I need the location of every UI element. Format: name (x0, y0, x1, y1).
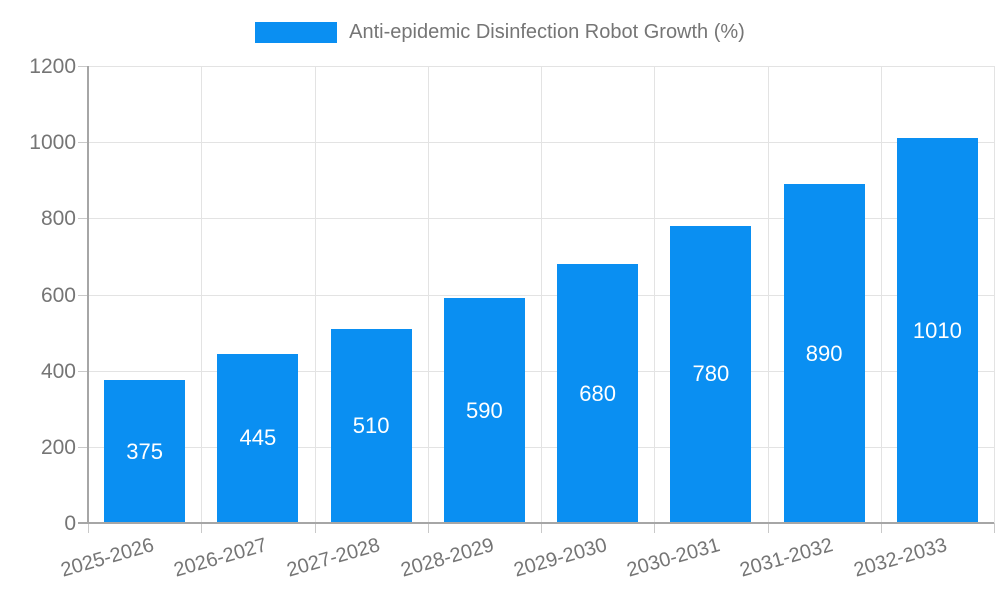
y-tick-mark (78, 446, 88, 448)
legend: Anti-epidemic Disinfection Robot Growth … (0, 22, 1000, 43)
bar[interactable]: 375 (104, 380, 186, 523)
bar-value-label: 510 (352, 412, 390, 438)
legend-swatch (255, 22, 338, 43)
x-axis-tick-label: 2031-2032 (737, 534, 836, 582)
legend-label: Anti-epidemic Disinfection Robot Growth … (349, 21, 745, 43)
x-axis-tick-label: 2027-2028 (284, 534, 383, 582)
bar[interactable]: 890 (783, 184, 865, 523)
x-axis-tick-label: 2025-2026 (58, 534, 157, 582)
v-gridline (541, 66, 542, 523)
v-gridline (201, 66, 203, 523)
bar-value-label: 1010 (912, 317, 962, 343)
x-tick-mark (88, 523, 89, 533)
bar[interactable]: 590 (443, 298, 525, 523)
plot-area: 375 445 510 590 680 780 890 1010 (78, 66, 995, 524)
bar-value-label: 445 (239, 425, 277, 451)
bar[interactable]: 680 (557, 264, 639, 523)
y-tick-mark (78, 370, 88, 372)
bar-value-label: 780 (692, 361, 730, 387)
x-axis-tick-label: 2026-2027 (171, 534, 270, 582)
x-axis-tick-label: 2030-2031 (624, 534, 723, 582)
y-axis-tick-label: 800 (40, 207, 76, 231)
v-gridline (427, 66, 429, 523)
y-axis-tick-label: 200 (40, 435, 76, 459)
x-tick-mark (767, 523, 769, 533)
x-tick-mark (654, 523, 656, 533)
y-axis-tick-label: 600 (40, 283, 76, 307)
bar[interactable]: 1010 (896, 138, 978, 523)
v-gridline (880, 66, 882, 523)
v-gridline (767, 66, 769, 523)
x-tick-mark (201, 523, 203, 533)
bar-value-label: 680 (579, 380, 616, 406)
bar[interactable]: 780 (670, 225, 752, 523)
y-axis-tick-label: 400 (40, 359, 76, 383)
v-gridline (654, 66, 656, 523)
x-tick-mark (994, 523, 995, 533)
y-axis-tick-label: 1200 (29, 55, 76, 78)
bar[interactable]: 445 (217, 353, 299, 523)
y-tick-mark (78, 142, 88, 144)
v-gridline (314, 66, 316, 523)
y-axis-tick-label: 1000 (29, 131, 76, 155)
y-axis-tick-label: 0 (64, 512, 76, 535)
x-tick-mark (541, 523, 542, 533)
bar[interactable]: 510 (330, 328, 412, 523)
bar-value-label: 590 (466, 397, 503, 423)
x-tick-mark (880, 523, 882, 533)
bar-value-label: 375 (126, 438, 163, 464)
v-gridline (994, 66, 995, 523)
x-axis-tick-label: 2028-2029 (398, 534, 497, 582)
bar-value-label: 890 (805, 340, 843, 366)
y-tick-mark (78, 294, 88, 296)
legend-item[interactable]: Anti-epidemic Disinfection Robot Growth … (255, 22, 745, 43)
x-axis-line (78, 522, 994, 524)
x-tick-mark (314, 523, 316, 533)
x-tick-mark (427, 523, 429, 533)
x-axis-tick-label: 2032-2033 (851, 534, 950, 582)
y-tick-mark (78, 66, 88, 67)
x-axis-tick-label: 2029-2030 (511, 534, 610, 582)
y-axis-line (87, 66, 89, 523)
y-tick-mark (78, 218, 88, 220)
